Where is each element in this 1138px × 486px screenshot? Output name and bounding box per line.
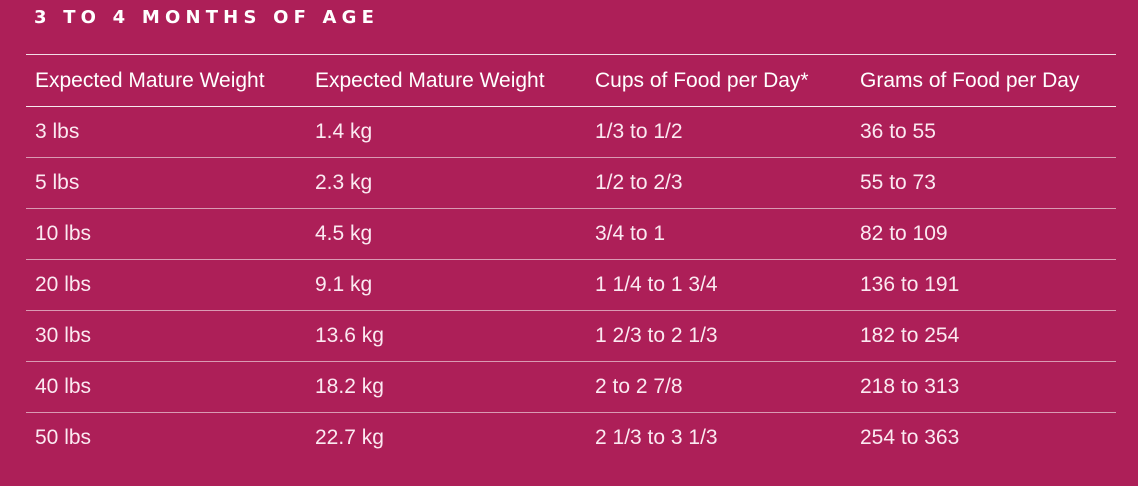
column-header-weight-lbs: Expected Mature Weight xyxy=(26,55,306,107)
cell-grams: 82 to 109 xyxy=(851,208,1116,260)
cell-weight-lbs: 40 lbs xyxy=(26,361,306,413)
cell-grams: 55 to 73 xyxy=(851,157,1116,209)
table-row: 40 lbs 18.2 kg 2 to 2 7/8 218 to 313 xyxy=(26,361,1116,413)
heading-divider xyxy=(26,54,1116,55)
table-row: 20 lbs 9.1 kg 1 1/4 to 1 3/4 136 to 191 xyxy=(26,259,1116,311)
table-row: 50 lbs 22.7 kg 2 1/3 to 3 1/3 254 to 363 xyxy=(26,413,1116,464)
cell-weight-kg: 4.5 kg xyxy=(306,208,586,260)
column-header-cups: Cups of Food per Day* xyxy=(586,55,851,107)
cell-grams: 218 to 313 xyxy=(851,361,1116,413)
cell-weight-lbs: 50 lbs xyxy=(35,426,92,449)
cell-cups: 2 to 2 7/8 xyxy=(586,361,851,413)
cell-cups: 3/4 to 1 xyxy=(586,208,851,260)
cell-cups: 1 2/3 to 2 1/3 xyxy=(586,310,851,362)
cell-cups: 1/2 to 2/3 xyxy=(586,157,851,209)
cell-grams: 136 to 191 xyxy=(851,259,1116,311)
cell-grams: 36 to 55 xyxy=(851,106,1116,158)
cell-weight-lbs: 3 lbs xyxy=(26,106,306,158)
table-row: 5 lbs 2.3 kg 1/2 to 2/3 55 to 73 xyxy=(26,157,1116,209)
cell-weight-lbs: 5 lbs xyxy=(26,157,306,209)
cell-weight-kg: 18.2 kg xyxy=(306,361,586,413)
column-header-weight-kg: Expected Mature Weight xyxy=(306,55,586,107)
table-row: 3 lbs 1.4 kg 1/3 to 1/2 36 to 55 xyxy=(26,106,1116,158)
cell-cups: 2 1/3 to 3 1/3 xyxy=(595,426,718,449)
header-row: Expected Mature Weight Expected Mature W… xyxy=(26,55,1116,107)
cell-weight-kg: 22.7 kg xyxy=(315,426,384,449)
section-heading: 3 TO 4 MONTHS OF AGE xyxy=(26,0,1116,54)
section-title: 3 TO 4 MONTHS OF AGE xyxy=(34,6,380,28)
cell-grams: 182 to 254 xyxy=(851,310,1116,362)
cell-weight-kg: 9.1 kg xyxy=(306,259,586,311)
cell-weight-kg: 13.6 kg xyxy=(306,310,586,362)
cell-weight-lbs: 30 lbs xyxy=(26,310,306,362)
cell-cups: 1/3 to 1/2 xyxy=(586,106,851,158)
cell-weight-lbs: 10 lbs xyxy=(26,208,306,260)
feeding-table: Expected Mature Weight Expected Mature W… xyxy=(26,55,1116,463)
feeding-chart: 3 TO 4 MONTHS OF AGE Expected Mature Wei… xyxy=(26,0,1116,463)
table-row: 30 lbs 13.6 kg 1 2/3 to 2 1/3 182 to 254 xyxy=(26,310,1116,362)
cell-cups: 1 1/4 to 1 3/4 xyxy=(586,259,851,311)
column-header-grams: Grams of Food per Day xyxy=(851,55,1116,107)
cell-weight-kg: 1.4 kg xyxy=(306,106,586,158)
cell-weight-kg: 2.3 kg xyxy=(306,157,586,209)
cell-weight-lbs: 20 lbs xyxy=(26,259,306,311)
table-row: 10 lbs 4.5 kg 3/4 to 1 82 to 109 xyxy=(26,208,1116,260)
cell-grams: 254 to 363 xyxy=(860,426,960,449)
